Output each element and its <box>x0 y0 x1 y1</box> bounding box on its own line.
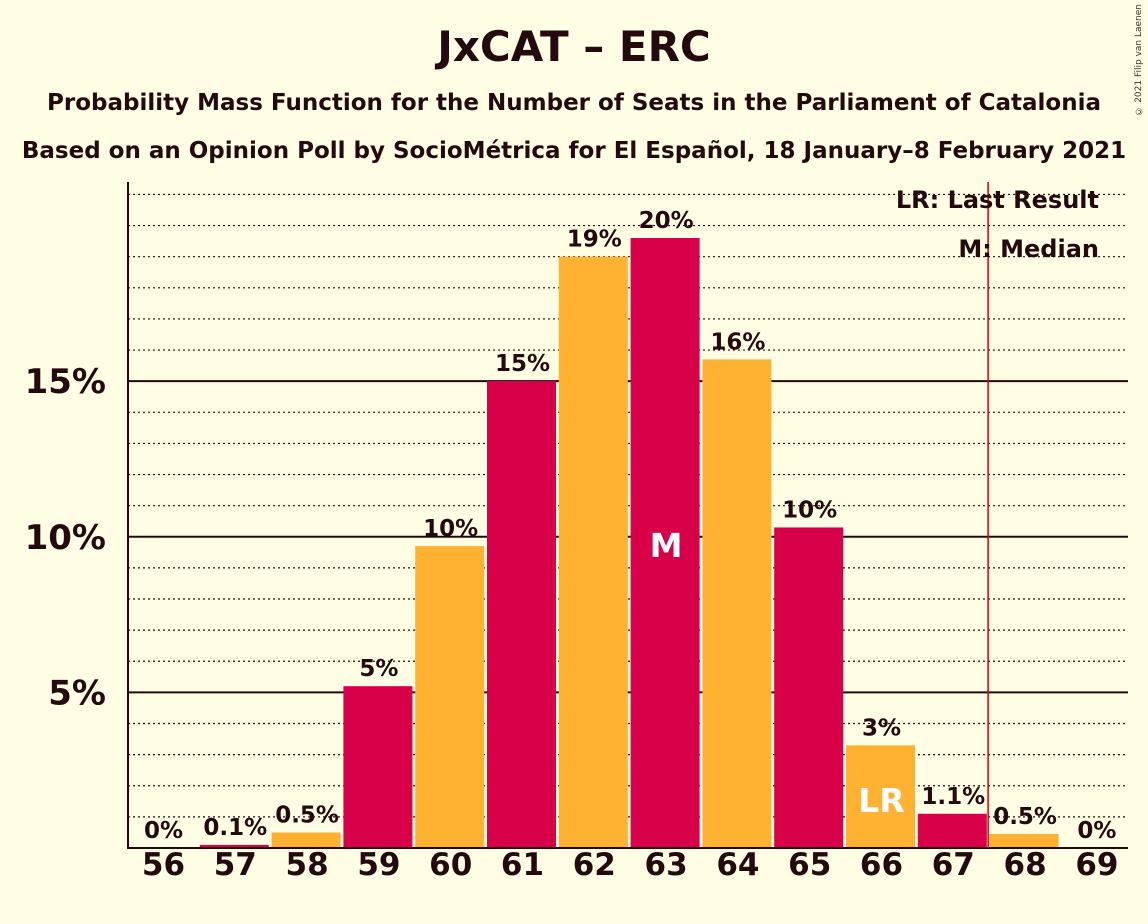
x-tick-label-67: 67 <box>932 847 975 883</box>
bar-66 <box>846 745 915 848</box>
bar-61 <box>487 381 556 848</box>
data-label-60: 10% <box>423 516 478 542</box>
last-result-marker: LR <box>858 781 904 820</box>
data-label-57: 0.1% <box>203 815 267 841</box>
median-marker: M <box>650 526 683 565</box>
bar-68 <box>989 833 1059 848</box>
chart-source: Based on an Opinion Poll by SocioMétrica… <box>21 138 1127 164</box>
data-label-66: 3% <box>862 715 901 741</box>
y-tick-label: 15% <box>25 362 106 402</box>
bar-58 <box>271 832 341 848</box>
data-label-63: 20% <box>639 208 694 234</box>
x-tick-label-68: 68 <box>1004 847 1047 883</box>
legend-median: M: Median <box>958 235 1099 263</box>
bar-62 <box>558 256 628 848</box>
data-label-67: 1.1% <box>921 784 985 810</box>
bar-57 <box>199 844 269 848</box>
bar-60 <box>415 546 485 848</box>
x-tick-label-61: 61 <box>501 847 544 883</box>
data-label-59: 5% <box>359 656 398 682</box>
data-label-58: 0.5% <box>275 802 339 828</box>
x-tick-label-56: 56 <box>142 847 185 883</box>
data-label-68: 0.5% <box>993 804 1057 830</box>
bar-64 <box>702 359 772 848</box>
bar-63 <box>630 238 700 849</box>
y-tick-label: 5% <box>48 673 106 713</box>
data-label-69: 0% <box>1077 818 1116 844</box>
bar-59 <box>343 686 413 848</box>
legend-last-result: LR: Last Result <box>896 186 1099 214</box>
x-tick-label-65: 65 <box>788 847 831 883</box>
x-tick-label-57: 57 <box>214 847 257 883</box>
data-label-64: 16% <box>710 329 765 355</box>
x-tick-label-64: 64 <box>716 847 759 883</box>
bar-65 <box>774 527 844 848</box>
data-label-56: 0% <box>144 818 183 844</box>
x-tick-label-66: 66 <box>860 847 903 883</box>
chart-title: JxCAT – ERC <box>437 22 711 71</box>
bar-67 <box>917 813 987 848</box>
x-tick-label-69: 69 <box>1075 847 1118 883</box>
x-tick-label-59: 59 <box>357 847 400 883</box>
x-tick-label-58: 58 <box>286 847 329 883</box>
x-tick-label-60: 60 <box>429 847 472 883</box>
y-tick-label: 10% <box>25 518 106 558</box>
data-label-62: 19% <box>567 227 622 253</box>
chart-subtitle: Probability Mass Function for the Number… <box>47 90 1101 116</box>
x-tick-label-63: 63 <box>645 847 688 883</box>
data-label-61: 15% <box>495 351 550 377</box>
x-tick-label-62: 62 <box>573 847 616 883</box>
data-label-65: 10% <box>782 497 837 523</box>
